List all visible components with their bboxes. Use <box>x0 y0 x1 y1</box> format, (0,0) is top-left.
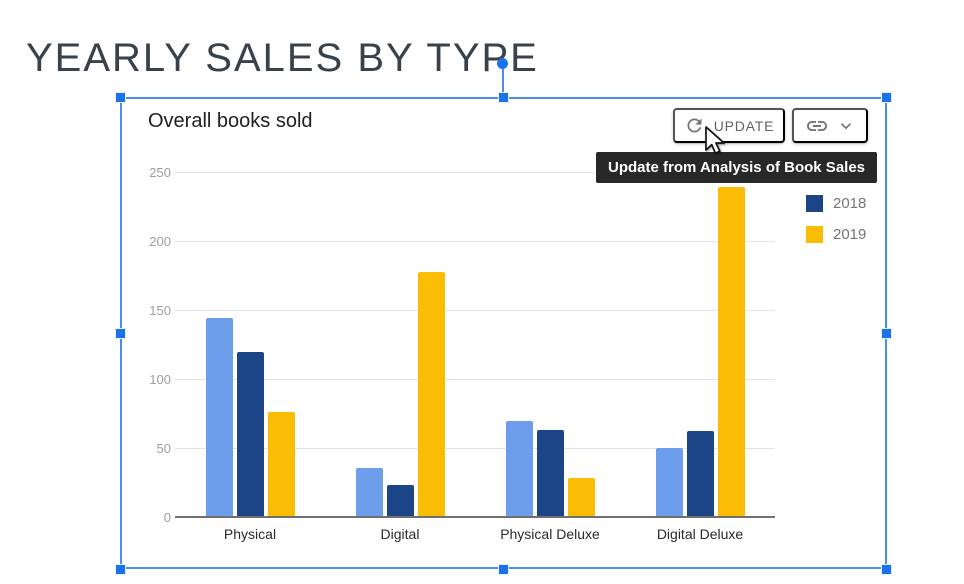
bar-group <box>175 173 325 518</box>
x-axis-baseline <box>175 516 775 518</box>
resize-handle-middle-left[interactable] <box>115 328 126 339</box>
y-tick-label: 100 <box>149 372 171 387</box>
rotation-handle[interactable] <box>497 58 508 69</box>
gridline <box>175 310 775 311</box>
x-axis-category-label: Digital Deluxe <box>656 526 744 542</box>
bar-group <box>625 173 775 518</box>
y-tick-label: 200 <box>149 234 171 249</box>
link-options-button[interactable] <box>792 108 868 143</box>
y-tick-label: 150 <box>149 303 171 318</box>
legend-swatch <box>806 226 823 243</box>
x-axis-labels: Physical Digital Physical Deluxe Digital De… <box>175 526 775 542</box>
rotation-handle-stem <box>502 68 504 94</box>
gridline <box>175 241 775 242</box>
link-icon <box>805 114 829 138</box>
y-tick-label: 0 <box>163 510 171 525</box>
update-button[interactable]: UPDATE <box>673 108 785 143</box>
bar <box>267 411 295 518</box>
legend-label: 2019 <box>833 226 867 243</box>
bar <box>567 477 595 518</box>
x-axis-category-label: Digital <box>380 526 420 542</box>
resize-handle-bottom-center[interactable] <box>498 564 509 575</box>
bar-groups <box>175 173 775 518</box>
resize-handle-top-center[interactable] <box>498 92 509 103</box>
resize-handle-bottom-right[interactable] <box>881 564 892 575</box>
resize-handle-bottom-left[interactable] <box>115 564 126 575</box>
bar-group <box>475 173 625 518</box>
x-axis-category-label: Physical Deluxe <box>500 526 600 542</box>
refresh-icon <box>684 115 705 136</box>
gridline <box>175 172 775 173</box>
linked-chart-object[interactable]: Overall books sold UPDATE Update from <box>121 98 886 568</box>
legend-swatch <box>806 195 823 212</box>
update-button-label: UPDATE <box>713 117 775 134</box>
bar <box>205 317 233 518</box>
update-tooltip: Update from Analysis of Book Sales <box>596 152 878 183</box>
chart-title: Overall books sold <box>148 110 313 132</box>
bar-group <box>325 173 475 518</box>
chevron-down-icon <box>836 116 856 136</box>
resize-handle-top-left[interactable] <box>115 92 126 103</box>
chart-legend: 2018 2019 <box>806 195 866 257</box>
bar <box>505 421 533 518</box>
y-tick-label: 50 <box>156 441 171 456</box>
bar <box>236 352 264 518</box>
y-tick-label: 250 <box>149 165 171 180</box>
legend-item: 2018 <box>806 195 866 212</box>
page-title: YEARLY SALES BY TYPE <box>26 36 539 80</box>
bar <box>536 429 564 518</box>
bar <box>686 431 714 518</box>
bar <box>717 186 745 518</box>
legend-label: 2018 <box>833 195 867 212</box>
gridline <box>175 379 775 380</box>
gridline <box>175 448 775 449</box>
legend-item: 2019 <box>806 226 866 243</box>
bar <box>386 484 414 518</box>
bar <box>417 272 445 518</box>
x-axis-category-label: Physical <box>223 526 277 542</box>
bar <box>655 447 683 518</box>
resize-handle-top-right[interactable] <box>881 92 892 103</box>
resize-handle-middle-right[interactable] <box>881 328 892 339</box>
bar <box>355 468 383 518</box>
plot-area <box>175 172 775 518</box>
